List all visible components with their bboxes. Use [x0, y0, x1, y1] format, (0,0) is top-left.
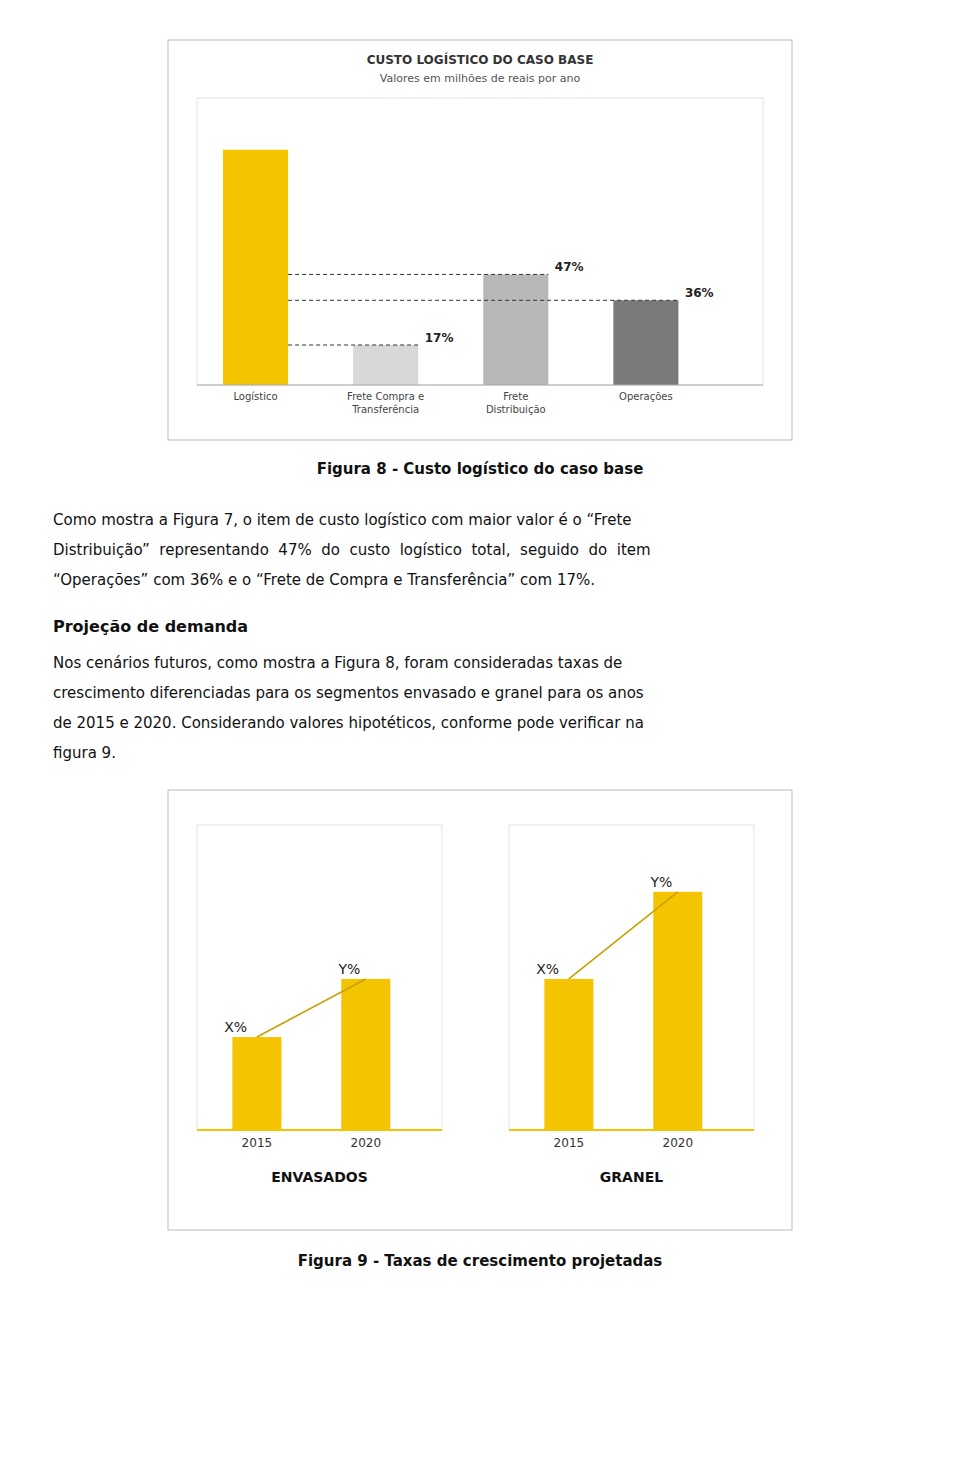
tick-label-line: Operações [619, 391, 673, 402]
bar [341, 979, 390, 1130]
page: CUSTO LOGÍSTICO DO CASO BASE Valores em m… [0, 0, 960, 1479]
marks [232, 979, 390, 1130]
data-label: 17% [425, 331, 454, 345]
line [257, 979, 366, 1037]
tick-label: Frete Distribuição [486, 391, 546, 415]
background [0, 0, 960, 1479]
figure-caption: Figura 9 - Taxas de crescimento projetad… [298, 1252, 663, 1270]
tick-label-line: Logístico [233, 391, 277, 402]
tick-label: 2020 [663, 1136, 694, 1150]
paragraph-line: figura 9. [53, 744, 116, 762]
tick-label-line: Frete [503, 391, 528, 402]
marks [223, 150, 678, 385]
data-label: X% [224, 1019, 247, 1035]
reference-line [288, 274, 548, 275]
chart-subtitle: Valores em milhões de reais por ano [380, 72, 581, 85]
bar [353, 345, 418, 385]
data-label: X% [536, 961, 559, 977]
panel-title: ENVASADOS [271, 1169, 368, 1185]
chart-3: X% Y% 2015 2020 GRANEL [509, 825, 754, 1185]
paragraph-line: “Operações” com 36% e o “Frete de Compra… [53, 571, 595, 589]
x-axis [197, 385, 763, 386]
tick-label-line: Frete Compra e [347, 391, 424, 402]
tick-label-line: Distribuição [486, 404, 546, 415]
bar [544, 979, 593, 1130]
heading: Projeção de demanda [53, 617, 248, 636]
chart-frame [168, 790, 792, 1230]
bar [653, 892, 702, 1130]
figure-caption: Figura 8 - Custo logístico do caso base [317, 460, 644, 478]
tick-label-line: Transferência [351, 404, 419, 415]
chart-title: CUSTO LOGÍSTICO DO CASO BASE [367, 52, 594, 67]
tick-label: Frete Compra e Transferência [347, 391, 424, 415]
x-axis [197, 1129, 442, 1131]
marks [544, 892, 702, 1130]
paragraph-line: crescimento diferenciadas para os segmen… [53, 684, 644, 702]
bar [232, 1037, 281, 1130]
chart-frame [168, 40, 792, 440]
tick-label: Operações [619, 391, 673, 402]
data-label: 47% [555, 260, 584, 274]
plot-area [509, 825, 754, 1130]
reference-line [288, 300, 678, 301]
data-label: Y% [338, 961, 361, 977]
data-label: Y% [650, 874, 673, 890]
bar [483, 274, 548, 385]
paragraph-line: Distribuição” representando 47% do custo… [53, 541, 651, 559]
plot-area [197, 825, 442, 1130]
tick-label: 2015 [242, 1136, 273, 1150]
data-label: 36% [685, 286, 714, 300]
reference-line [288, 345, 418, 346]
text-block: Como mostra a Figura 7, o item de custo … [53, 511, 651, 762]
panel-title: GRANEL [600, 1169, 663, 1185]
line [569, 892, 678, 979]
tick-label: Logístico [233, 391, 277, 402]
bar [223, 150, 288, 385]
plot-area [197, 98, 763, 385]
paragraph-line: de 2015 e 2020. Considerando valores hip… [53, 714, 644, 732]
chart-1: CUSTO LOGÍSTICO DO CASO BASE Valores em m… [168, 40, 792, 440]
tick-label: 2015 [554, 1136, 585, 1150]
chart-2: X% Y% 2015 2020 ENVASADOS [197, 825, 442, 1185]
bar [613, 300, 678, 385]
paragraph-line: Nos cenários futuros, como mostra a Figu… [53, 654, 622, 672]
x-axis [509, 1129, 754, 1131]
paragraph-line: Como mostra a Figura 7, o item de custo … [53, 511, 632, 529]
tick-label: 2020 [351, 1136, 382, 1150]
